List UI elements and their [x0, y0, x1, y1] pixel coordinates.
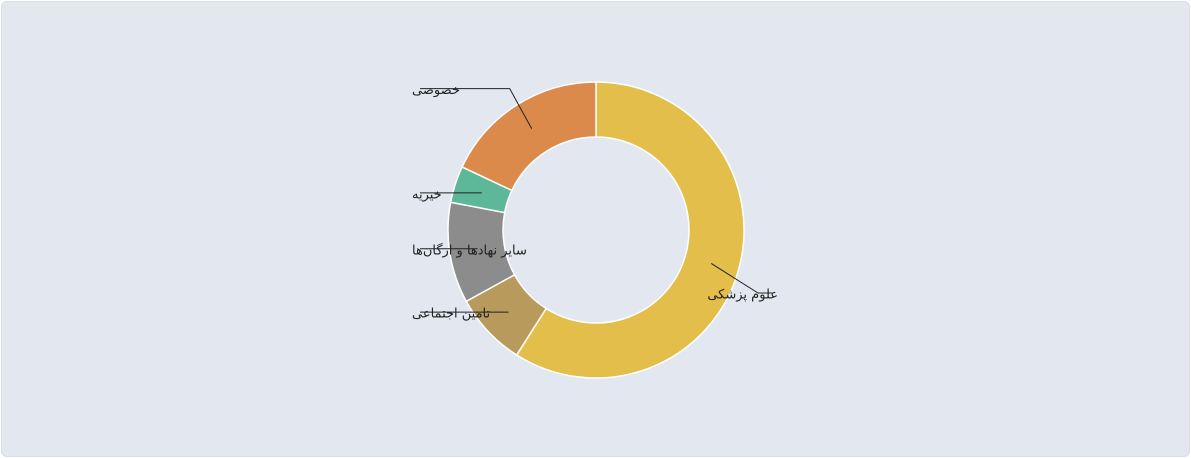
slice-label-4: خیریه	[412, 187, 442, 202]
leader-line-1	[710, 263, 772, 294]
slice-label-3: سایر نهادها و ارگان‌ها	[412, 242, 527, 258]
donut-slice-1[interactable]	[515, 81, 745, 379]
slice-label-5: خصوصی	[412, 83, 460, 98]
donut-slice-5[interactable]	[461, 81, 597, 192]
slice-labels: علوم پزشکی تامین اجتماعی سایر نهادها و ارگ…	[412, 83, 778, 321]
slice-label-2: تامین اجتماعی	[412, 307, 491, 322]
leader-line-5	[420, 88, 533, 129]
donut-slices	[447, 81, 745, 379]
slice-label-1: علوم پزشکی	[707, 288, 778, 303]
label-leader-lines	[420, 88, 772, 313]
